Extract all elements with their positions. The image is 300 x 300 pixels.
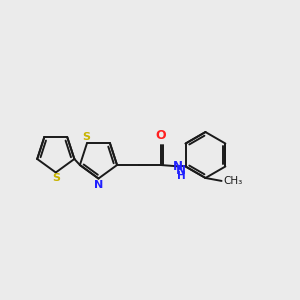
Text: H: H xyxy=(177,171,185,181)
Text: O: O xyxy=(155,130,166,142)
Text: S: S xyxy=(82,132,90,142)
Text: CH₃: CH₃ xyxy=(223,176,242,186)
Text: N: N xyxy=(176,164,186,177)
Text: N: N xyxy=(172,160,183,173)
Text: S: S xyxy=(52,173,60,183)
Text: N: N xyxy=(94,180,103,190)
